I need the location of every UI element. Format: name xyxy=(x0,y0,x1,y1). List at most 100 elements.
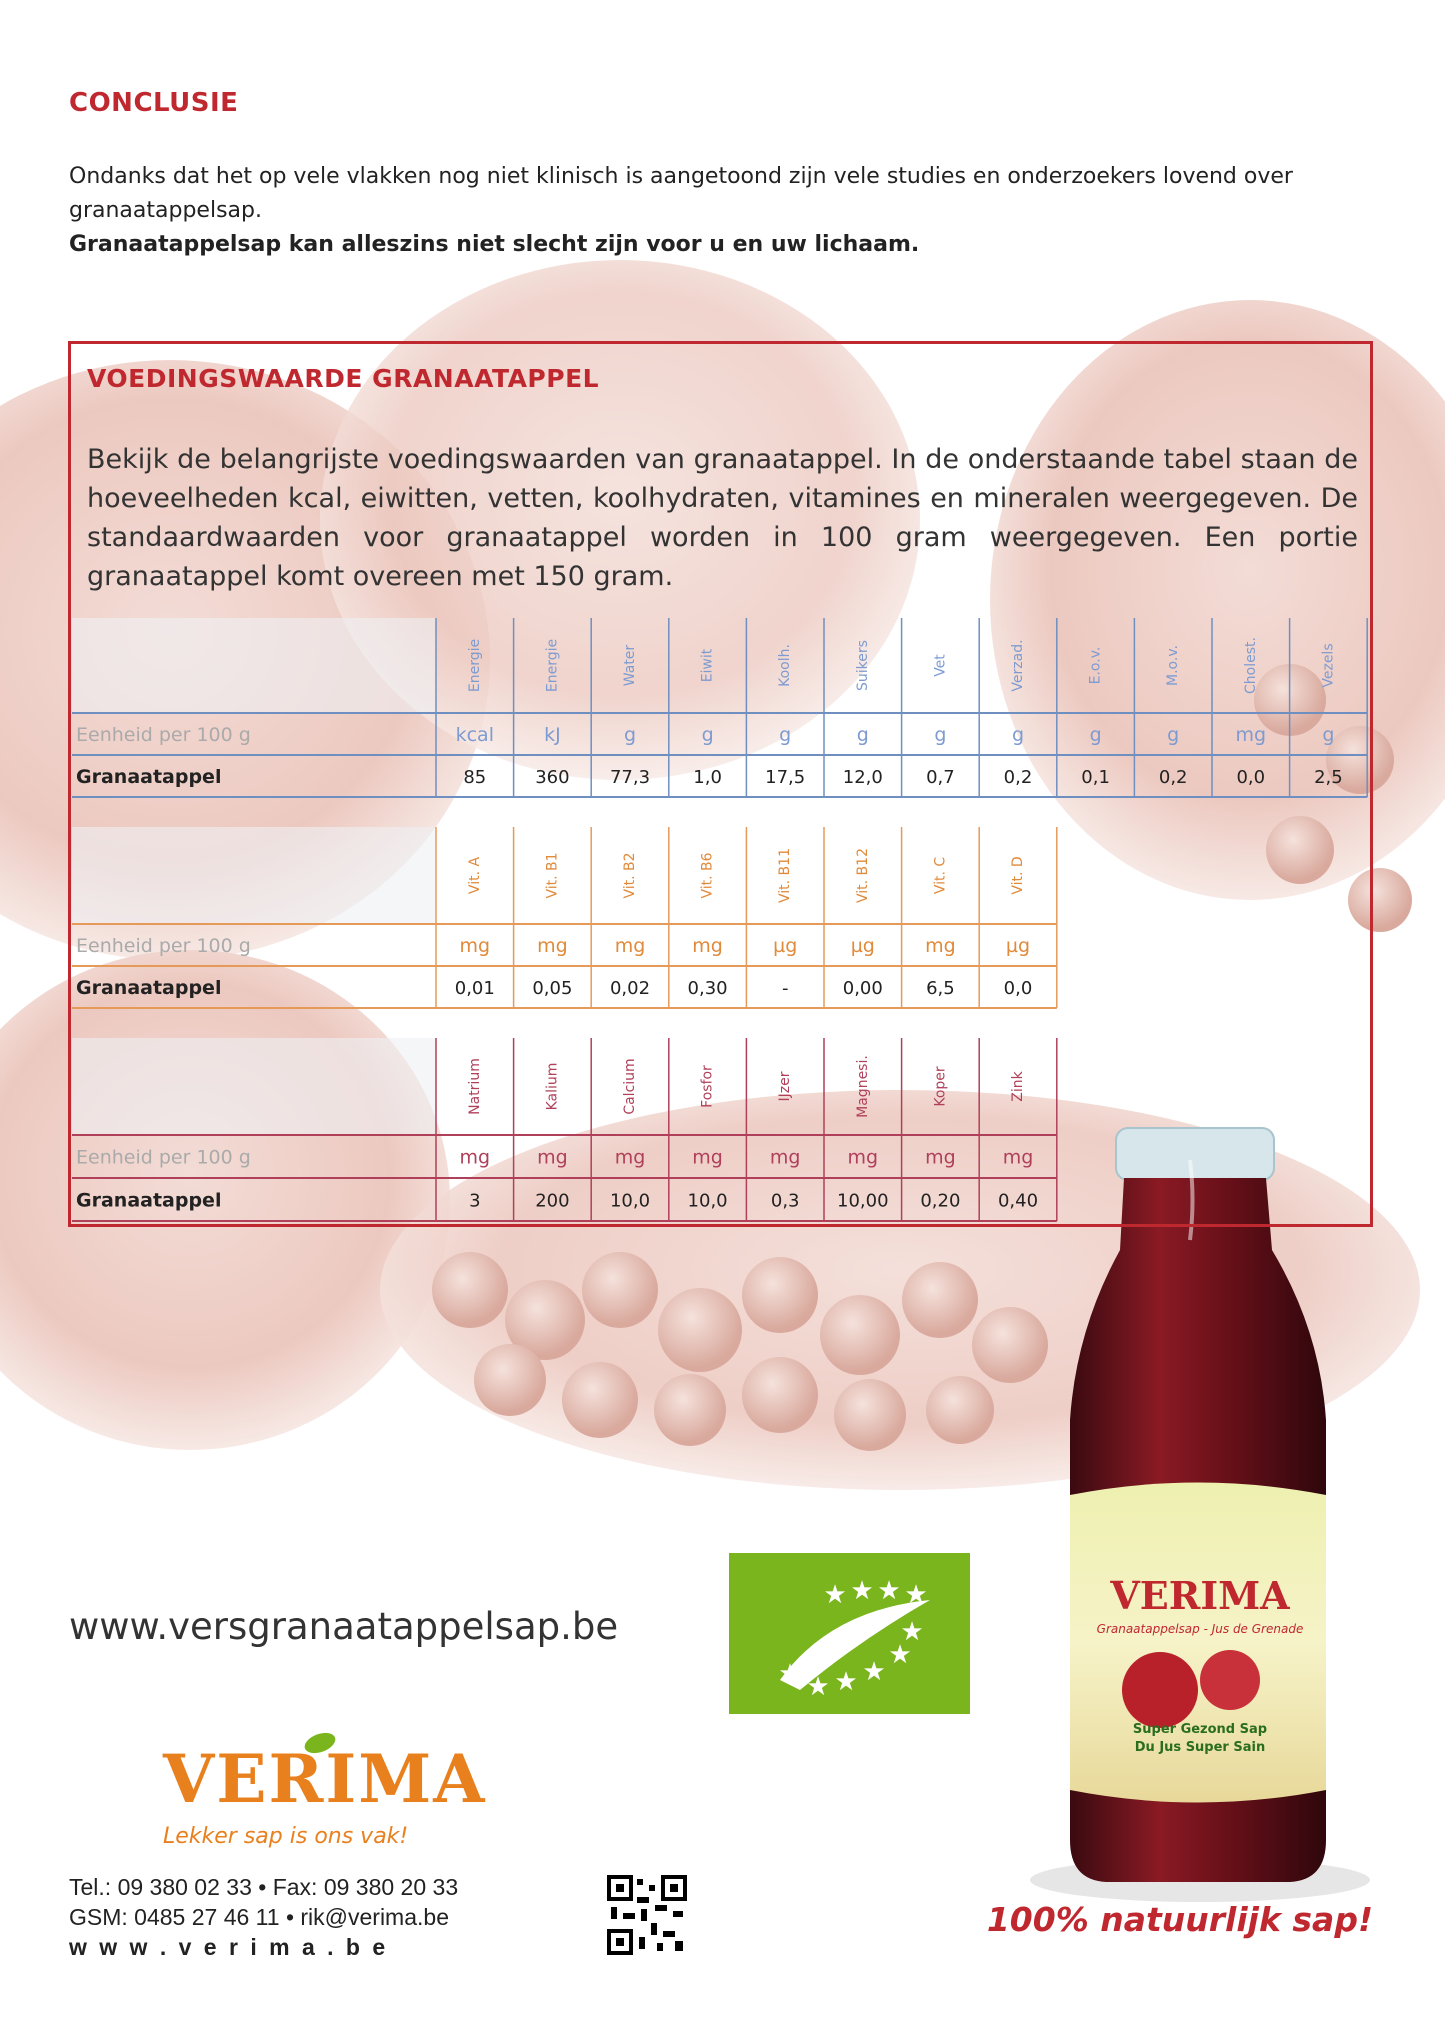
column-header: E.o.v. xyxy=(1088,647,1104,685)
column-header: Verzad. xyxy=(1010,639,1026,691)
unit: g xyxy=(779,724,791,746)
column-header: Vet xyxy=(932,654,948,677)
column-header: Suikers xyxy=(855,640,871,691)
value: 0,2 xyxy=(1004,767,1033,788)
bottle-line: Du Jus Super Sain xyxy=(1134,1740,1266,1755)
unit: mg xyxy=(770,1147,801,1169)
row-label: Granaatappel xyxy=(76,766,221,788)
column-header: Energie xyxy=(467,639,483,692)
value: 0,0 xyxy=(1004,978,1033,999)
svg-text:★: ★ xyxy=(778,1659,801,1689)
column-header: Vit. B2 xyxy=(622,852,638,898)
unit: mg xyxy=(848,1147,879,1169)
unit: mg xyxy=(925,1147,956,1169)
value: 0,0 xyxy=(1236,767,1265,788)
column-header: Vit. B11 xyxy=(777,848,793,903)
eu-leaf xyxy=(780,1600,930,1690)
juice-bottle xyxy=(1030,1127,1370,1902)
qr-code xyxy=(607,1875,687,1955)
svg-text:★: ★ xyxy=(888,1640,911,1670)
column-header: Vit. D xyxy=(1010,856,1026,894)
value: 200 xyxy=(535,1191,569,1212)
unit: kJ xyxy=(544,724,561,746)
contact: Tel.: 09 380 02 33 • Fax: 09 380 20 33 G… xyxy=(69,1872,458,1962)
box-text: Bekijk de belangrijste voedingswaarden v… xyxy=(87,444,1358,592)
column-header: Vit. B1 xyxy=(544,852,560,898)
bottle-brand: VERIMA xyxy=(1110,1573,1290,1618)
unit: g xyxy=(857,724,869,746)
value: 0,30 xyxy=(688,978,728,999)
unit: mg xyxy=(615,935,646,957)
column-header: Vit. B12 xyxy=(855,848,871,903)
unit: µg xyxy=(1006,935,1030,957)
website: www.versgranaatappelsap.be xyxy=(69,1605,619,1648)
svg-text:★: ★ xyxy=(877,1576,900,1606)
value: 0,3 xyxy=(771,1191,800,1212)
unit-label: Eenheid per 100 g xyxy=(76,724,251,746)
unit: mg xyxy=(537,935,568,957)
table-header-bg xyxy=(72,1038,436,1135)
svg-text:★: ★ xyxy=(806,1672,829,1702)
column-header: IJzer xyxy=(777,1071,793,1101)
column-header: Natrium xyxy=(467,1058,483,1115)
contact-line: Tel.: 09 380 02 33 • Fax: 09 380 20 33 xyxy=(69,1874,459,1900)
value: 10,0 xyxy=(610,1191,650,1212)
value: 360 xyxy=(535,767,569,788)
column-header: Magnesi. xyxy=(855,1055,871,1118)
svg-text:★: ★ xyxy=(904,1580,927,1610)
unit: mg xyxy=(460,1147,491,1169)
column-header: Fosfor xyxy=(700,1065,716,1108)
unit-label: Eenheid per 100 g xyxy=(76,935,251,957)
unit: mg xyxy=(537,1147,568,1169)
svg-text:★: ★ xyxy=(823,1580,846,1610)
pomegranate xyxy=(320,260,920,780)
column-header: Cholest. xyxy=(1243,637,1259,694)
column-header: Energie xyxy=(544,639,560,692)
nutrition-box xyxy=(68,341,1373,1227)
unit: g xyxy=(934,724,946,746)
column-header: Kalium xyxy=(544,1063,560,1111)
column-header: Calcium xyxy=(622,1058,638,1114)
svg-text:★: ★ xyxy=(834,1667,857,1697)
column-header: Water xyxy=(622,645,638,687)
value: 0,20 xyxy=(920,1191,960,1212)
column-header: Vit. A xyxy=(467,857,483,895)
value: 0,2 xyxy=(1159,767,1188,788)
unit: g xyxy=(1322,724,1334,746)
unit: mg xyxy=(460,935,491,957)
unit: g xyxy=(702,724,714,746)
logo-tagline: Lekker sap is ons vak! xyxy=(163,1824,409,1849)
unit: µg xyxy=(851,935,875,957)
unit: mg xyxy=(1236,724,1267,746)
conclusion-text: Ondanks dat het op vele vlakken nog niet… xyxy=(69,160,1389,262)
value: 1,0 xyxy=(693,767,722,788)
column-header: Vezels xyxy=(1320,643,1336,687)
value: 10,0 xyxy=(688,1191,728,1212)
column-header: Koper xyxy=(932,1066,948,1107)
value: 6,5 xyxy=(926,978,955,999)
slogan: 100% natuurlijk sap! xyxy=(986,1900,1373,1939)
unit: mg xyxy=(692,935,723,957)
value: 10,00 xyxy=(837,1191,889,1212)
value: 2,5 xyxy=(1314,767,1343,788)
unit: mg xyxy=(692,1147,723,1169)
table-header-bg xyxy=(72,827,436,924)
paragraph: Ondanks dat het op vele vlakken nog niet… xyxy=(69,164,1293,223)
table-header-bg xyxy=(72,618,436,713)
value: 77,3 xyxy=(610,767,650,788)
value: 0,7 xyxy=(926,767,955,788)
value: 0,40 xyxy=(998,1191,1038,1212)
column-header: Eiwit xyxy=(700,648,716,682)
contact-line: GSM: 0485 27 46 11 • rik@verima.be xyxy=(69,1904,449,1930)
column-header: M.o.v. xyxy=(1165,645,1181,686)
unit-label: Eenheid per 100 g xyxy=(76,1147,251,1169)
svg-text:★: ★ xyxy=(862,1657,885,1687)
svg-text:★: ★ xyxy=(850,1576,873,1606)
row-label: Granaatappel xyxy=(76,1190,221,1212)
value: 0,01 xyxy=(455,978,495,999)
value: 0,02 xyxy=(610,978,650,999)
value: 0,05 xyxy=(532,978,572,999)
unit: kcal xyxy=(456,724,494,746)
